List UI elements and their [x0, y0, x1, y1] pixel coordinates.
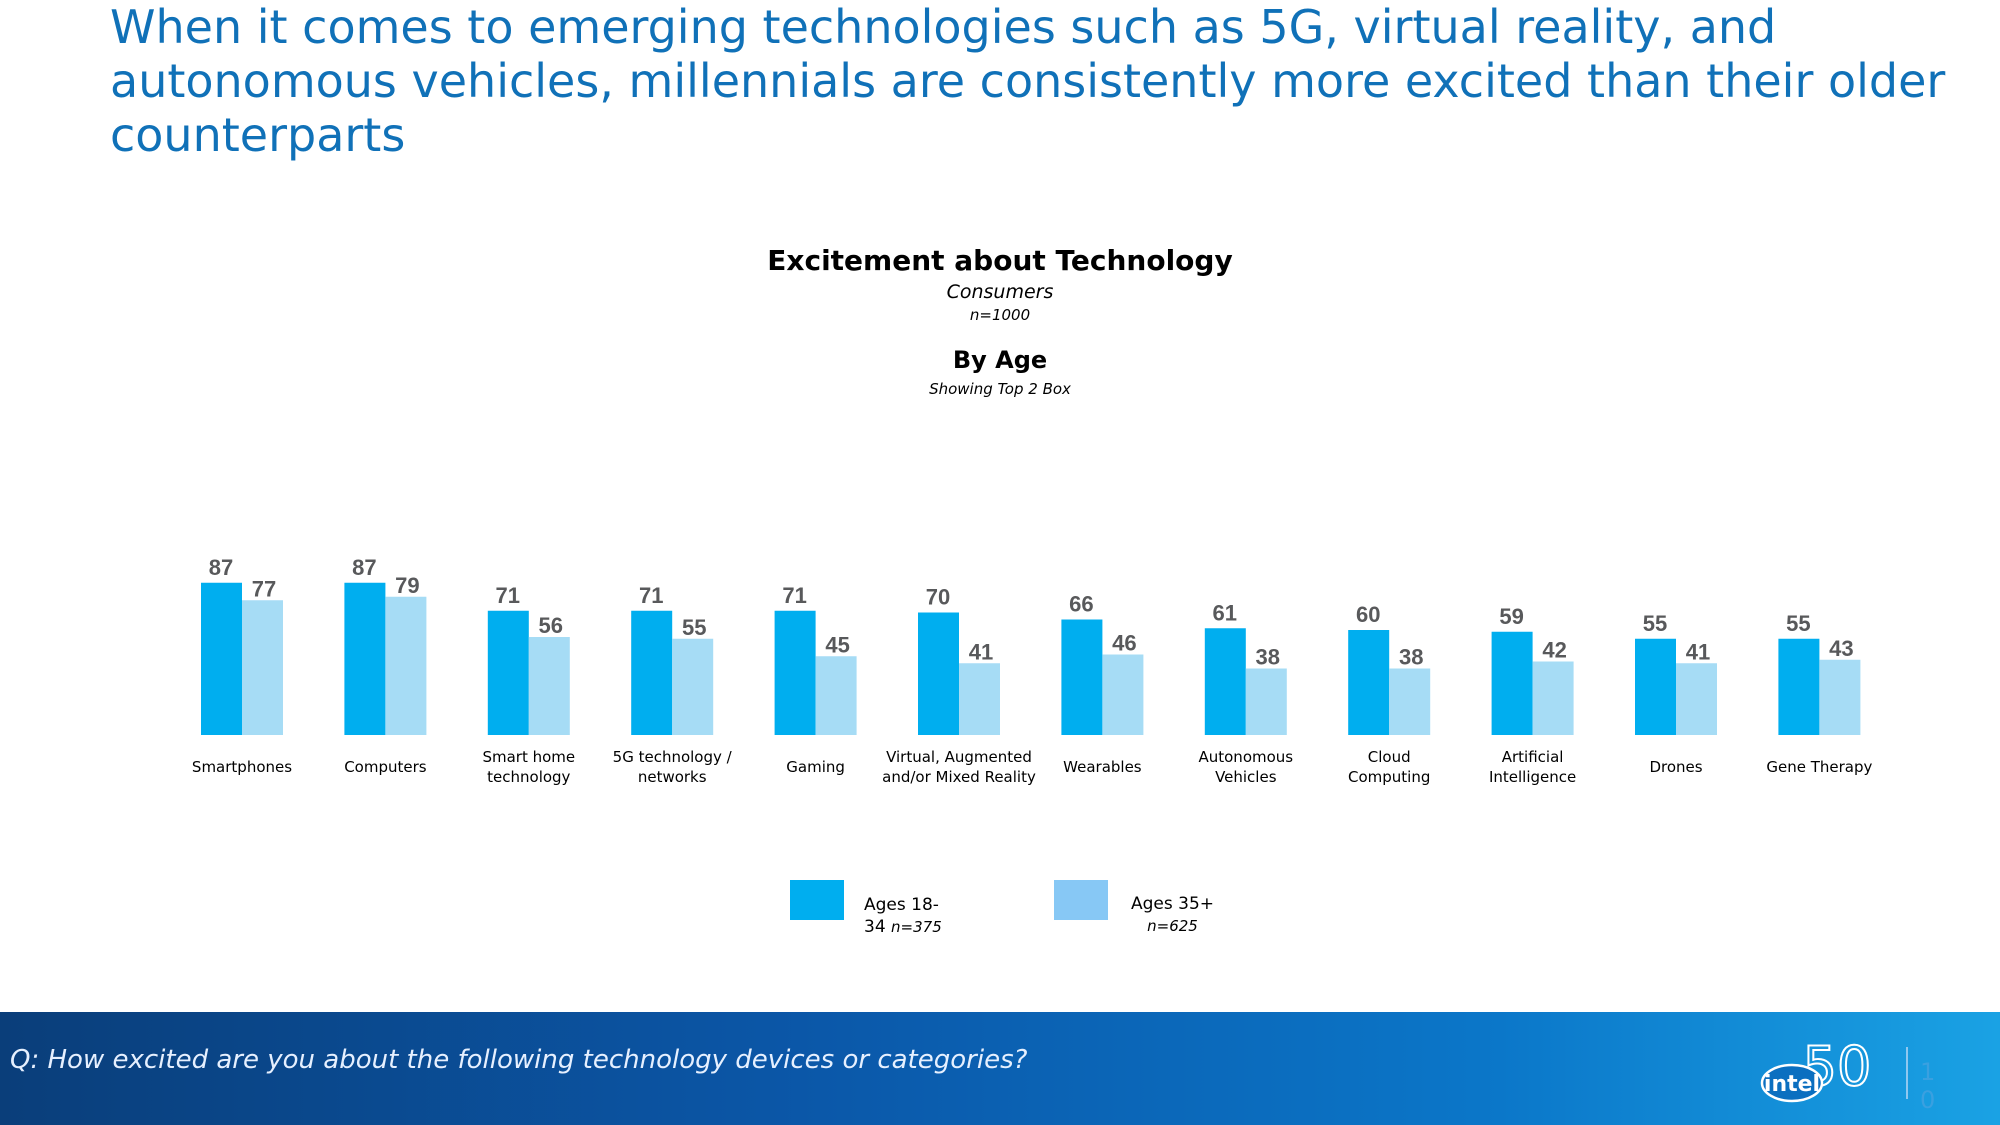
bar-ages-18-34	[344, 582, 386, 735]
value-label-ages-35-plus: 43	[1829, 636, 1853, 661]
chart-subtitle: Consumers	[946, 281, 1054, 303]
bar-ages-35-plus	[385, 596, 427, 735]
legend-label-ages-35-plus: Ages 35+ n=625	[1110, 893, 1235, 937]
bar-ages-35-plus	[1389, 668, 1431, 735]
value-label-ages-35-plus: 41	[969, 639, 993, 664]
bar-ages-18-34	[1061, 619, 1103, 735]
bar-ages-18-34	[1491, 631, 1533, 735]
bar-ages-35-plus	[815, 656, 857, 735]
chart-section-title: By Age	[952, 346, 1048, 374]
value-label-ages-18-34: 66	[1069, 592, 1093, 617]
category-label: Cloud Computing	[1348, 748, 1430, 786]
value-label-ages-18-34: 55	[1643, 611, 1667, 636]
survey-question: Q: How excited are you about the followi…	[10, 1045, 1028, 1075]
chart-section-note: Showing Top 2 Box	[929, 380, 1071, 398]
footer-divider	[1906, 1047, 1908, 1099]
value-label-ages-35-plus: 46	[1112, 631, 1136, 656]
bar-ages-18-34	[487, 610, 529, 735]
value-label-ages-35-plus: 55	[682, 615, 706, 640]
value-label-ages-35-plus: 42	[1542, 638, 1566, 663]
category-label: Autonomous Vehicles	[1198, 748, 1293, 786]
value-label-ages-18-34: 61	[1213, 600, 1237, 625]
value-label-ages-35-plus: 45	[825, 632, 849, 657]
value-label-ages-35-plus: 77	[252, 576, 276, 601]
value-label-ages-35-plus: 41	[1686, 639, 1710, 664]
category-label: Computers	[344, 758, 427, 776]
category-label: Drones	[1649, 758, 1702, 776]
headline: When it comes to emerging technologies s…	[110, 0, 1946, 162]
bar-ages-35-plus	[672, 638, 714, 735]
bar-ages-18-34	[201, 582, 242, 735]
value-label-ages-35-plus: 38	[1399, 645, 1423, 670]
bar-ages-35-plus	[1245, 668, 1287, 735]
value-label-ages-18-34: 70	[926, 585, 950, 610]
bar-ages-18-34	[774, 610, 816, 735]
logo-text: intel	[1764, 1072, 1820, 1097]
bar-ages-18-34	[1635, 638, 1676, 735]
category-label: Smart home technology	[482, 748, 575, 786]
bar-ages-35-plus	[959, 663, 1000, 735]
chart-sample-size: n=1000	[969, 306, 1031, 324]
bar-ages-18-34	[1204, 628, 1246, 735]
legend-label-ages-18-34: Ages 18- 34 n=375	[864, 894, 942, 938]
category-label: Wearables	[1063, 758, 1142, 776]
category-label: Smartphones	[192, 758, 292, 776]
page-number: 10	[1920, 1058, 1936, 1114]
bar-ages-35-plus	[1532, 661, 1574, 735]
intel-50-logo: 50 intel	[1760, 1035, 1872, 1103]
bar-chart: 87 77 Smartphones 87 79 Computers 71 56 Smart ho…	[192, 555, 1873, 786]
value-label-ages-35-plus: 38	[1256, 645, 1280, 670]
value-label-ages-18-34: 71	[639, 583, 663, 608]
chart-title: Excitement about Technology	[767, 244, 1233, 277]
bar-ages-35-plus	[1819, 659, 1861, 735]
bar-ages-35-plus	[528, 637, 570, 735]
logo-ellipse	[1760, 1063, 1824, 1103]
category-label: Virtual, Augmented and/or Mixed Reality	[882, 748, 1036, 786]
value-label-ages-35-plus: 56	[539, 613, 563, 638]
value-label-ages-18-34: 60	[1356, 602, 1380, 627]
footer-bar	[0, 1012, 2000, 1125]
legend-label-text: Ages 18-	[864, 895, 939, 915]
value-label-ages-18-34: 71	[496, 583, 520, 608]
bar-ages-18-34	[631, 610, 673, 735]
category-label: Gene Therapy	[1766, 758, 1872, 776]
bar-ages-35-plus	[242, 600, 283, 735]
value-label-ages-18-34: 87	[352, 555, 376, 580]
bar-ages-18-34	[1348, 630, 1390, 735]
value-label-ages-18-34: 55	[1786, 611, 1810, 636]
legend-label-text: Ages 35+	[1130, 894, 1215, 914]
category-label: 5G technology / networks	[613, 748, 733, 786]
legend-swatch-ages-18-34	[790, 880, 844, 920]
value-label-ages-35-plus: 79	[395, 573, 419, 598]
category-label: Artificial Intelligence	[1489, 748, 1576, 786]
legend-sample-size: n=625	[1147, 917, 1198, 935]
legend-sample-size: n=375	[891, 918, 942, 936]
bar-ages-18-34	[918, 612, 959, 735]
legend-label-text-2: 34	[864, 917, 886, 937]
legend-swatch-ages-35-plus	[1054, 880, 1108, 920]
category-label: Gaming	[786, 758, 845, 776]
bar-ages-18-34	[1778, 638, 1820, 735]
value-label-ages-18-34: 71	[782, 583, 806, 608]
bar-ages-35-plus	[1102, 654, 1144, 735]
value-label-ages-18-34: 87	[209, 555, 233, 580]
value-label-ages-18-34: 59	[1499, 604, 1523, 629]
bar-ages-35-plus	[1676, 663, 1717, 735]
